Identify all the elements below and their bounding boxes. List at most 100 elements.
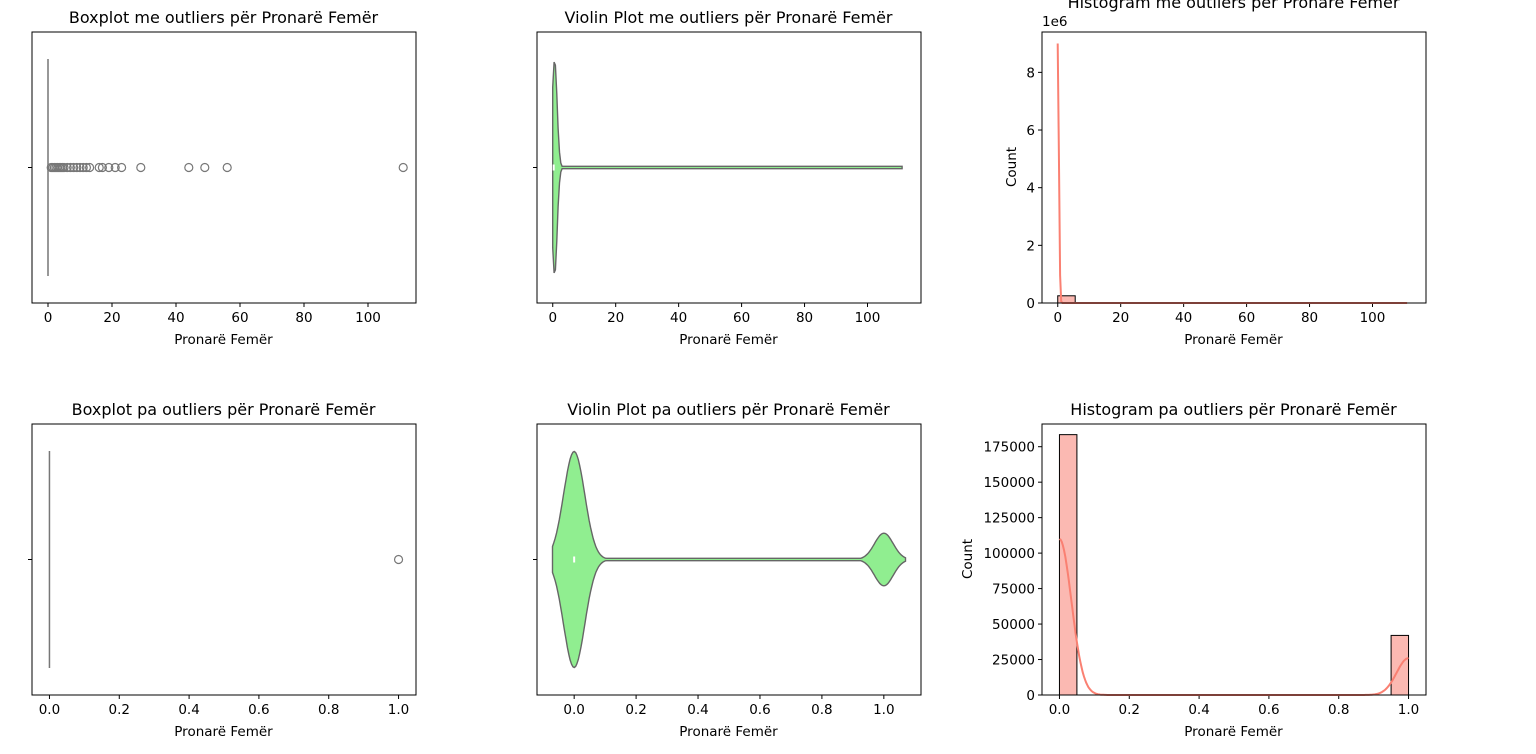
outlier-point [68,162,79,173]
x-axis-label: Pronarë Femër [1184,724,1283,740]
x-tick-label: 0.2 [1119,702,1140,718]
x-tick-label: 80 [796,310,813,326]
outlier-point [65,162,76,173]
y-tick-label: 2 [1026,238,1035,254]
chart-title: Violin Plot me outliers për Pronarë Femë… [565,8,893,27]
x-tick-label: 0.0 [1049,702,1070,718]
outlier-point [136,162,146,173]
plot-frame [536,31,922,304]
x-tick-label: 60 [733,310,750,326]
x-tick-label: 0.6 [1258,702,1279,718]
kde-line [1058,538,1409,696]
histogram-without-outliers-panel: Histogram pa outliers për Pronarë Femër … [960,400,1427,740]
violin-without-outliers-panel: Violin Plot pa outliers për Pronarë Femë… [533,400,922,740]
outlier-point [200,162,210,173]
kde-line [1056,43,1408,304]
y-tick-label: 150000 [983,475,1035,491]
x-tick-label: 0.0 [563,702,584,718]
x-tick-label: 0.2 [109,702,130,718]
outlier-point [62,162,72,173]
plot-frame [1041,423,1427,696]
y-axis-label: Count [960,539,976,579]
y-tick-label: 75000 [992,582,1035,598]
x-tick-label: 0 [548,310,557,326]
y-tick-label: 175000 [983,440,1035,456]
y-tick-label: 125000 [983,511,1035,527]
outlier-point [110,162,120,173]
x-tick-label: 1.0 [1398,702,1419,718]
x-tick-label: 0.0 [39,702,60,718]
x-tick-label: 0.4 [1188,702,1209,718]
x-tick-label: 80 [295,310,312,326]
x-tick-label: 40 [670,310,687,326]
x-axis-label: Pronarë Femër [174,332,273,348]
outlier-point [222,162,232,173]
x-tick-label: 0.6 [248,702,269,718]
violin-body [551,450,907,669]
outlier-point [116,162,127,173]
chart-title: Histogram me outliers për Pronarë Femër [1068,0,1400,12]
outlier-point [184,162,194,173]
x-axis-label: Pronarë Femër [174,724,273,740]
chart-title: Boxplot pa outliers për Pronarë Femër [72,400,376,419]
y-offset-text: 1e6 [1042,14,1067,30]
plot-frame [31,31,417,304]
plot-frame [536,423,922,696]
histogram-with-outliers-panel: Histogram me outliers për Pronarë Femër … [1004,0,1427,348]
x-tick-label: 20 [1112,310,1129,326]
outlier-point [97,162,108,173]
x-tick-label: 60 [1238,310,1255,326]
y-tick-label: 0 [1026,688,1035,704]
violin-body [552,61,903,274]
outlier-point [81,162,92,173]
x-tick-label: 60 [231,310,248,326]
x-axis-label: Pronarë Femër [679,724,778,740]
outlier-point [75,162,85,173]
histogram-bar [1058,434,1078,696]
y-tick-label: 6 [1026,123,1035,139]
y-tick-label: 100000 [983,546,1035,562]
x-tick-label: 80 [1301,310,1318,326]
x-tick-label: 100 [355,310,381,326]
boxplot-without-outliers-panel: Boxplot pa outliers për Pronarë Femër Pr… [28,400,417,740]
x-tick-label: 100 [855,310,881,326]
x-axis-label: Pronarë Femër [1184,332,1283,348]
y-tick-label: 25000 [992,653,1035,669]
x-tick-label: 100 [1360,310,1386,326]
plot-frame [1041,31,1427,304]
x-tick-label: 1.0 [388,702,409,718]
plot-frame [31,423,417,696]
boxplot-with-outliers-panel: Boxplot me outliers për Pronarë Femër Pr… [28,8,417,348]
x-tick-label: 0.8 [811,702,832,718]
x-tick-label: 1.0 [873,702,894,718]
y-tick-label: 8 [1026,65,1035,81]
x-tick-label: 40 [167,310,184,326]
chart-title: Histogram pa outliers për Pronarë Femër [1070,400,1397,419]
x-tick-label: 0 [44,310,53,326]
x-tick-label: 0 [1053,310,1062,326]
x-tick-label: 0.8 [1328,702,1349,718]
outlier-point [72,162,82,173]
outlier-point [393,554,404,565]
outlier-point [94,162,104,173]
outlier-point [104,162,114,173]
outlier-point [78,162,88,173]
outlier-point [84,162,95,173]
x-tick-label: 0.2 [625,702,646,718]
x-tick-label: 0.6 [749,702,770,718]
y-tick-label: 50000 [992,617,1035,633]
x-tick-label: 0.4 [687,702,708,718]
y-tick-label: 4 [1026,181,1035,197]
y-tick-label: 0 [1026,296,1035,312]
x-tick-label: 0.8 [318,702,339,718]
y-axis-label: Count [1004,147,1020,187]
violin-with-outliers-panel: Violin Plot me outliers për Pronarë Femë… [533,8,922,348]
outlier-point [398,162,408,173]
x-tick-label: 20 [607,310,624,326]
chart-title: Violin Plot pa outliers për Pronarë Femë… [567,400,890,419]
chart-title: Boxplot me outliers për Pronarë Femër [69,8,379,27]
x-tick-label: 20 [103,310,120,326]
x-tick-label: 40 [1175,310,1192,326]
outlier-point [59,162,69,173]
